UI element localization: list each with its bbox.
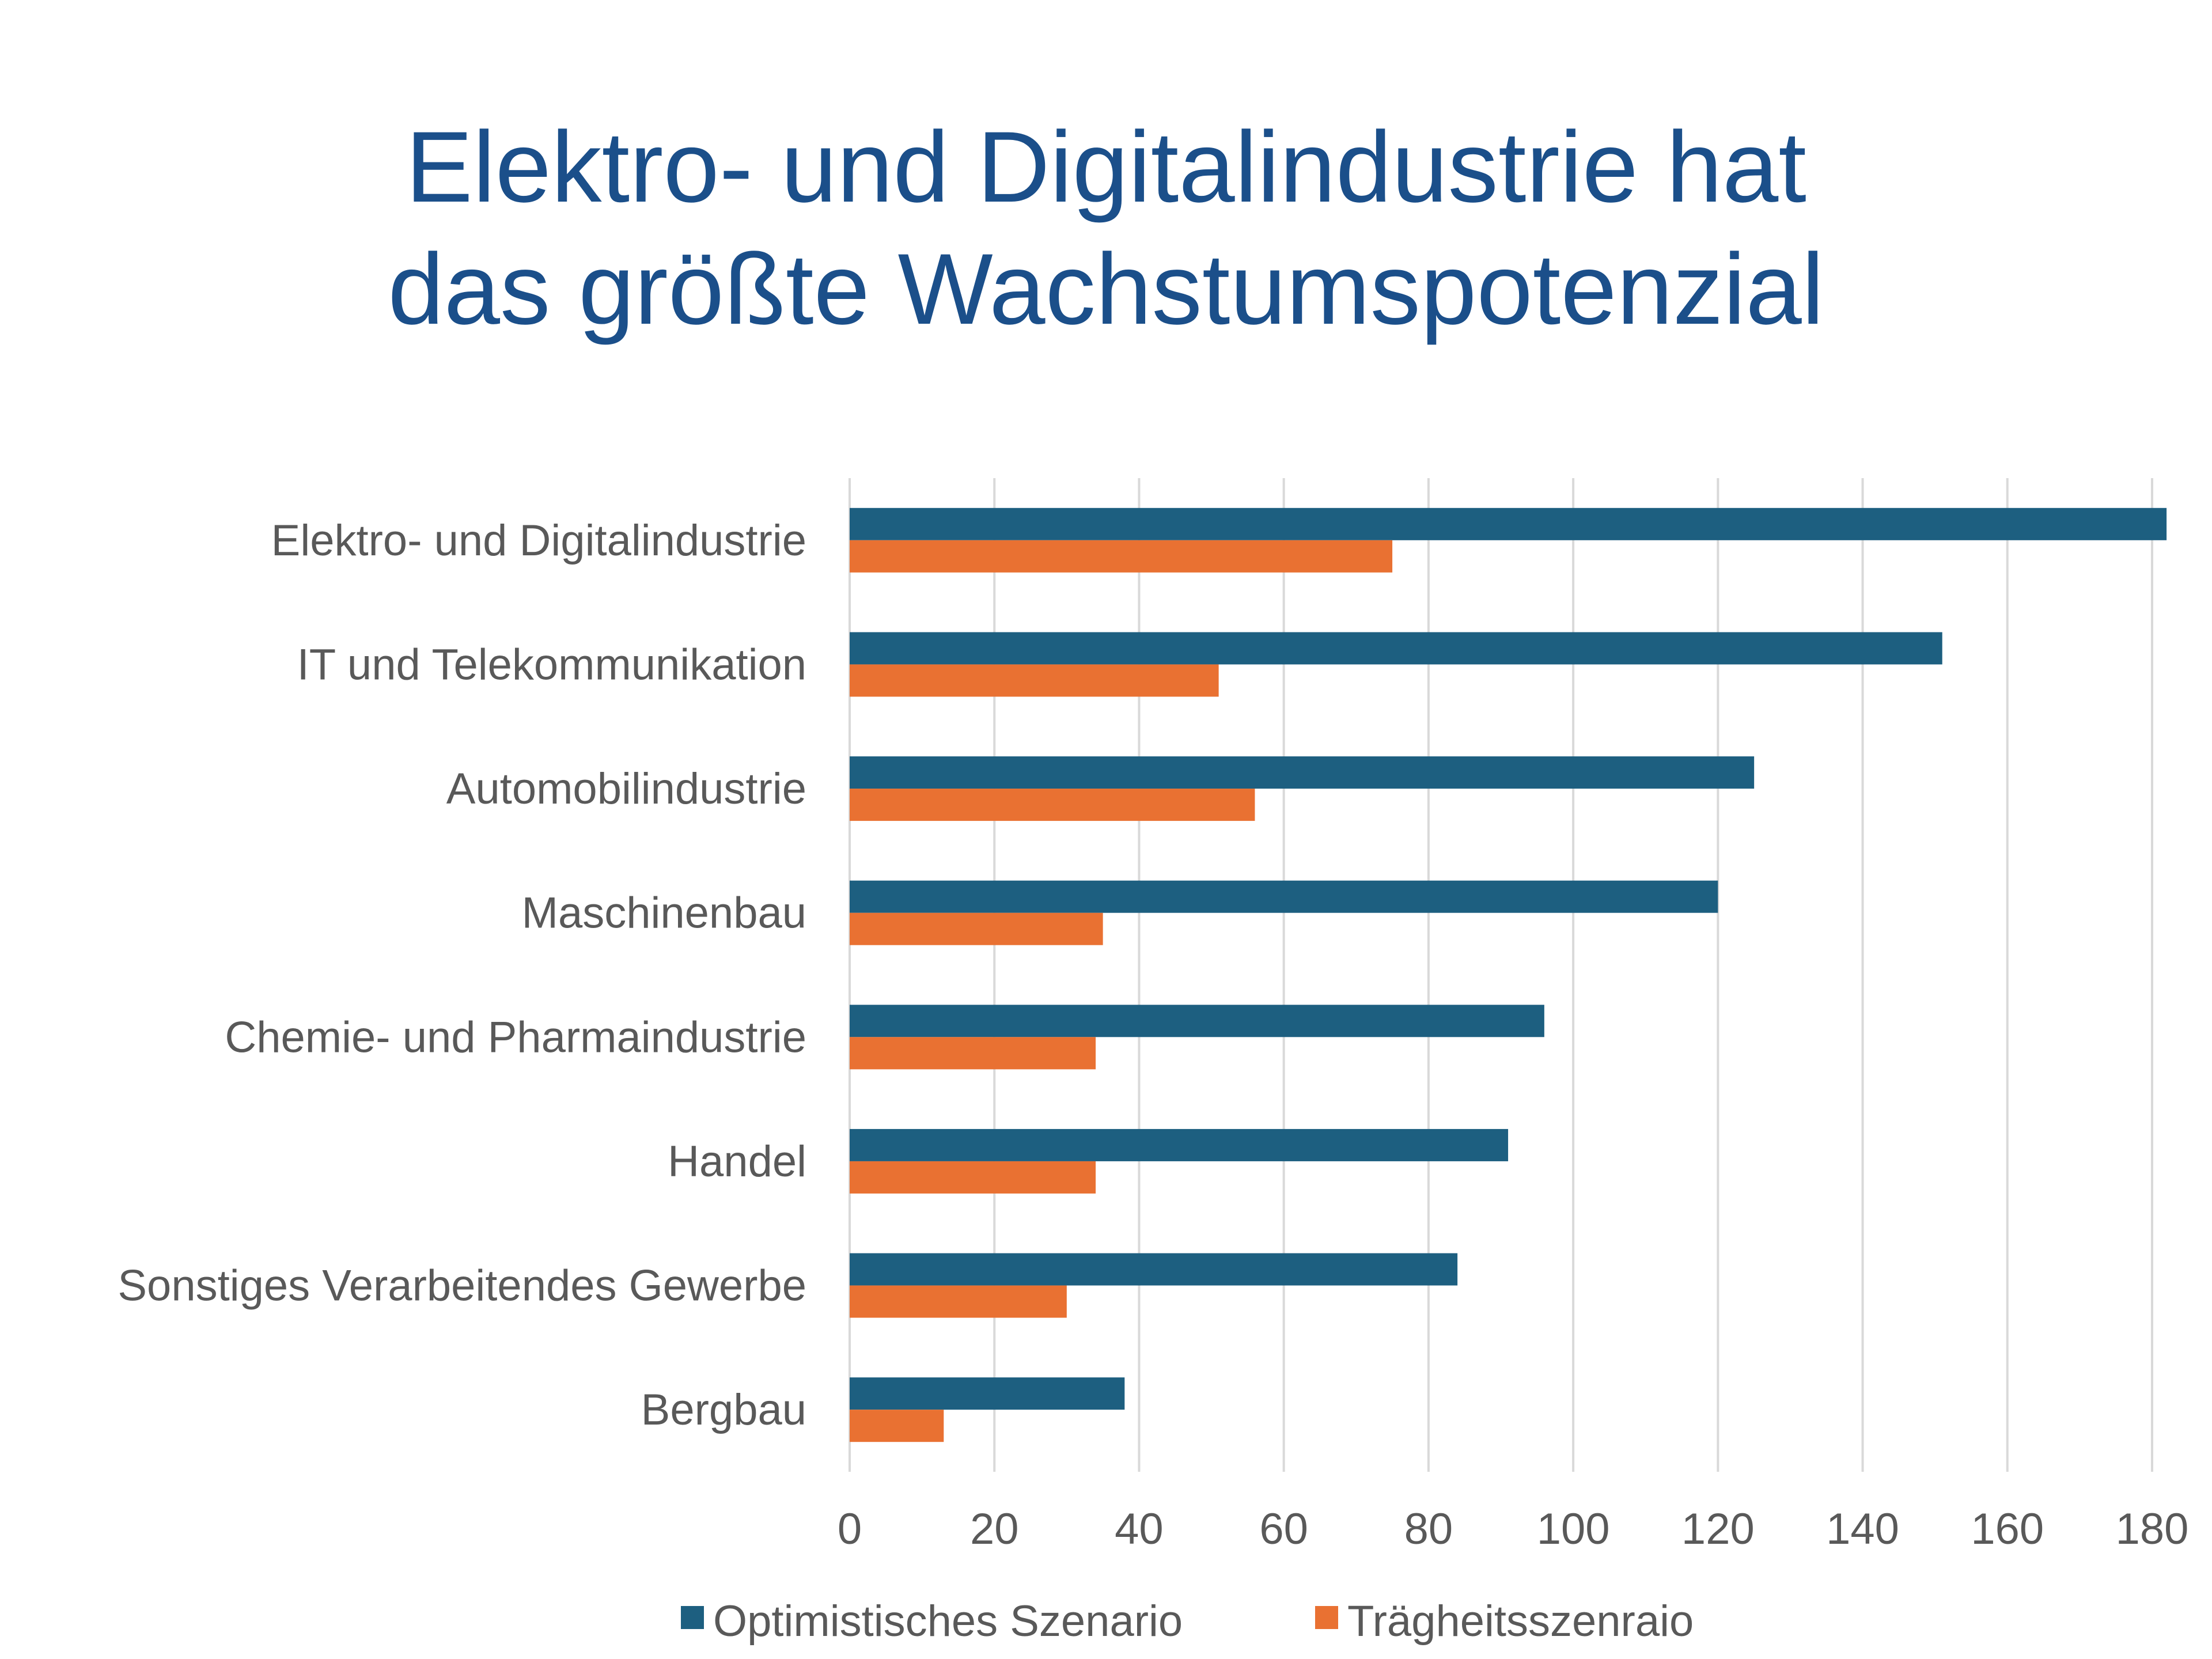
bar-optimistic-5 — [850, 1128, 1509, 1161]
legend: Optimistisches Szenario Trägheitsszenraio — [681, 1597, 1694, 1646]
chart-title-line-2: das größte Wachstumspotenzial — [388, 233, 1824, 346]
bar-inertia-4 — [850, 1037, 1096, 1070]
category-label: IT und Telekommunikation — [297, 640, 806, 689]
chart-title-line-1: Elektro- und Digitalindustrie hat — [406, 111, 1806, 224]
bar-inertia-3 — [850, 912, 1103, 945]
category-label: Chemie- und Pharmaindustrie — [225, 1013, 806, 1062]
category-label: Bergbau — [641, 1385, 806, 1434]
gridlines — [849, 478, 2153, 1472]
x-tick-label-0: 0 — [838, 1505, 862, 1554]
category-label: Handel — [668, 1137, 806, 1186]
bar-optimistic-6 — [850, 1253, 1458, 1286]
bar-optimistic-4 — [850, 1005, 1544, 1037]
chart-title: Elektro- und Digitalindustrie hat das gr… — [0, 107, 2212, 351]
category-label: Elektro- und Digitalindustrie — [271, 516, 806, 565]
legend-label-inertia: Trägheitsszenraio — [1347, 1597, 1694, 1646]
bar-optimistic-2 — [850, 756, 1755, 789]
bar-inertia-1 — [850, 664, 1219, 697]
x-tick-label-140: 140 — [1826, 1505, 1899, 1554]
category-labels: Elektro- und Digitalindustrie IT und Tele… — [118, 516, 806, 1434]
bar-series — [850, 507, 2167, 1442]
legend-swatch-inertia — [1315, 1606, 1338, 1629]
x-tick-label-80: 80 — [1404, 1505, 1453, 1554]
bar-optimistic-7 — [850, 1377, 1125, 1410]
x-tick-label-120: 120 — [1681, 1505, 1755, 1554]
x-tick-label-20: 20 — [970, 1505, 1019, 1554]
x-tick-label-100: 100 — [1537, 1505, 1610, 1554]
category-label: Maschinenbau — [522, 889, 806, 938]
bar-inertia-2 — [850, 789, 1255, 821]
bar-optimistic-3 — [850, 880, 1718, 913]
bar-inertia-0 — [850, 540, 1393, 573]
legend-label-optimistic: Optimistisches Szenario — [713, 1597, 1183, 1646]
category-label: Automobilindustrie — [446, 764, 806, 813]
x-tick-label-160: 160 — [1971, 1505, 2044, 1554]
x-tick-label-180: 180 — [2116, 1505, 2189, 1554]
x-tick-label-40: 40 — [1115, 1505, 1164, 1554]
bar-inertia-7 — [850, 1410, 944, 1442]
category-label: Sonstiges Verarbeitendes Gewerbe — [118, 1262, 806, 1310]
legend-swatch-optimistic — [681, 1606, 704, 1629]
bar-optimistic-0 — [850, 507, 2167, 540]
x-tick-label-60: 60 — [1259, 1505, 1308, 1554]
bar-inertia-6 — [850, 1285, 1067, 1318]
bar-optimistic-1 — [850, 632, 1942, 665]
x-axis-tick-labels: 0 20 40 60 80 100 120 140 160 180 — [838, 1505, 2189, 1554]
bar-inertia-5 — [850, 1161, 1096, 1194]
